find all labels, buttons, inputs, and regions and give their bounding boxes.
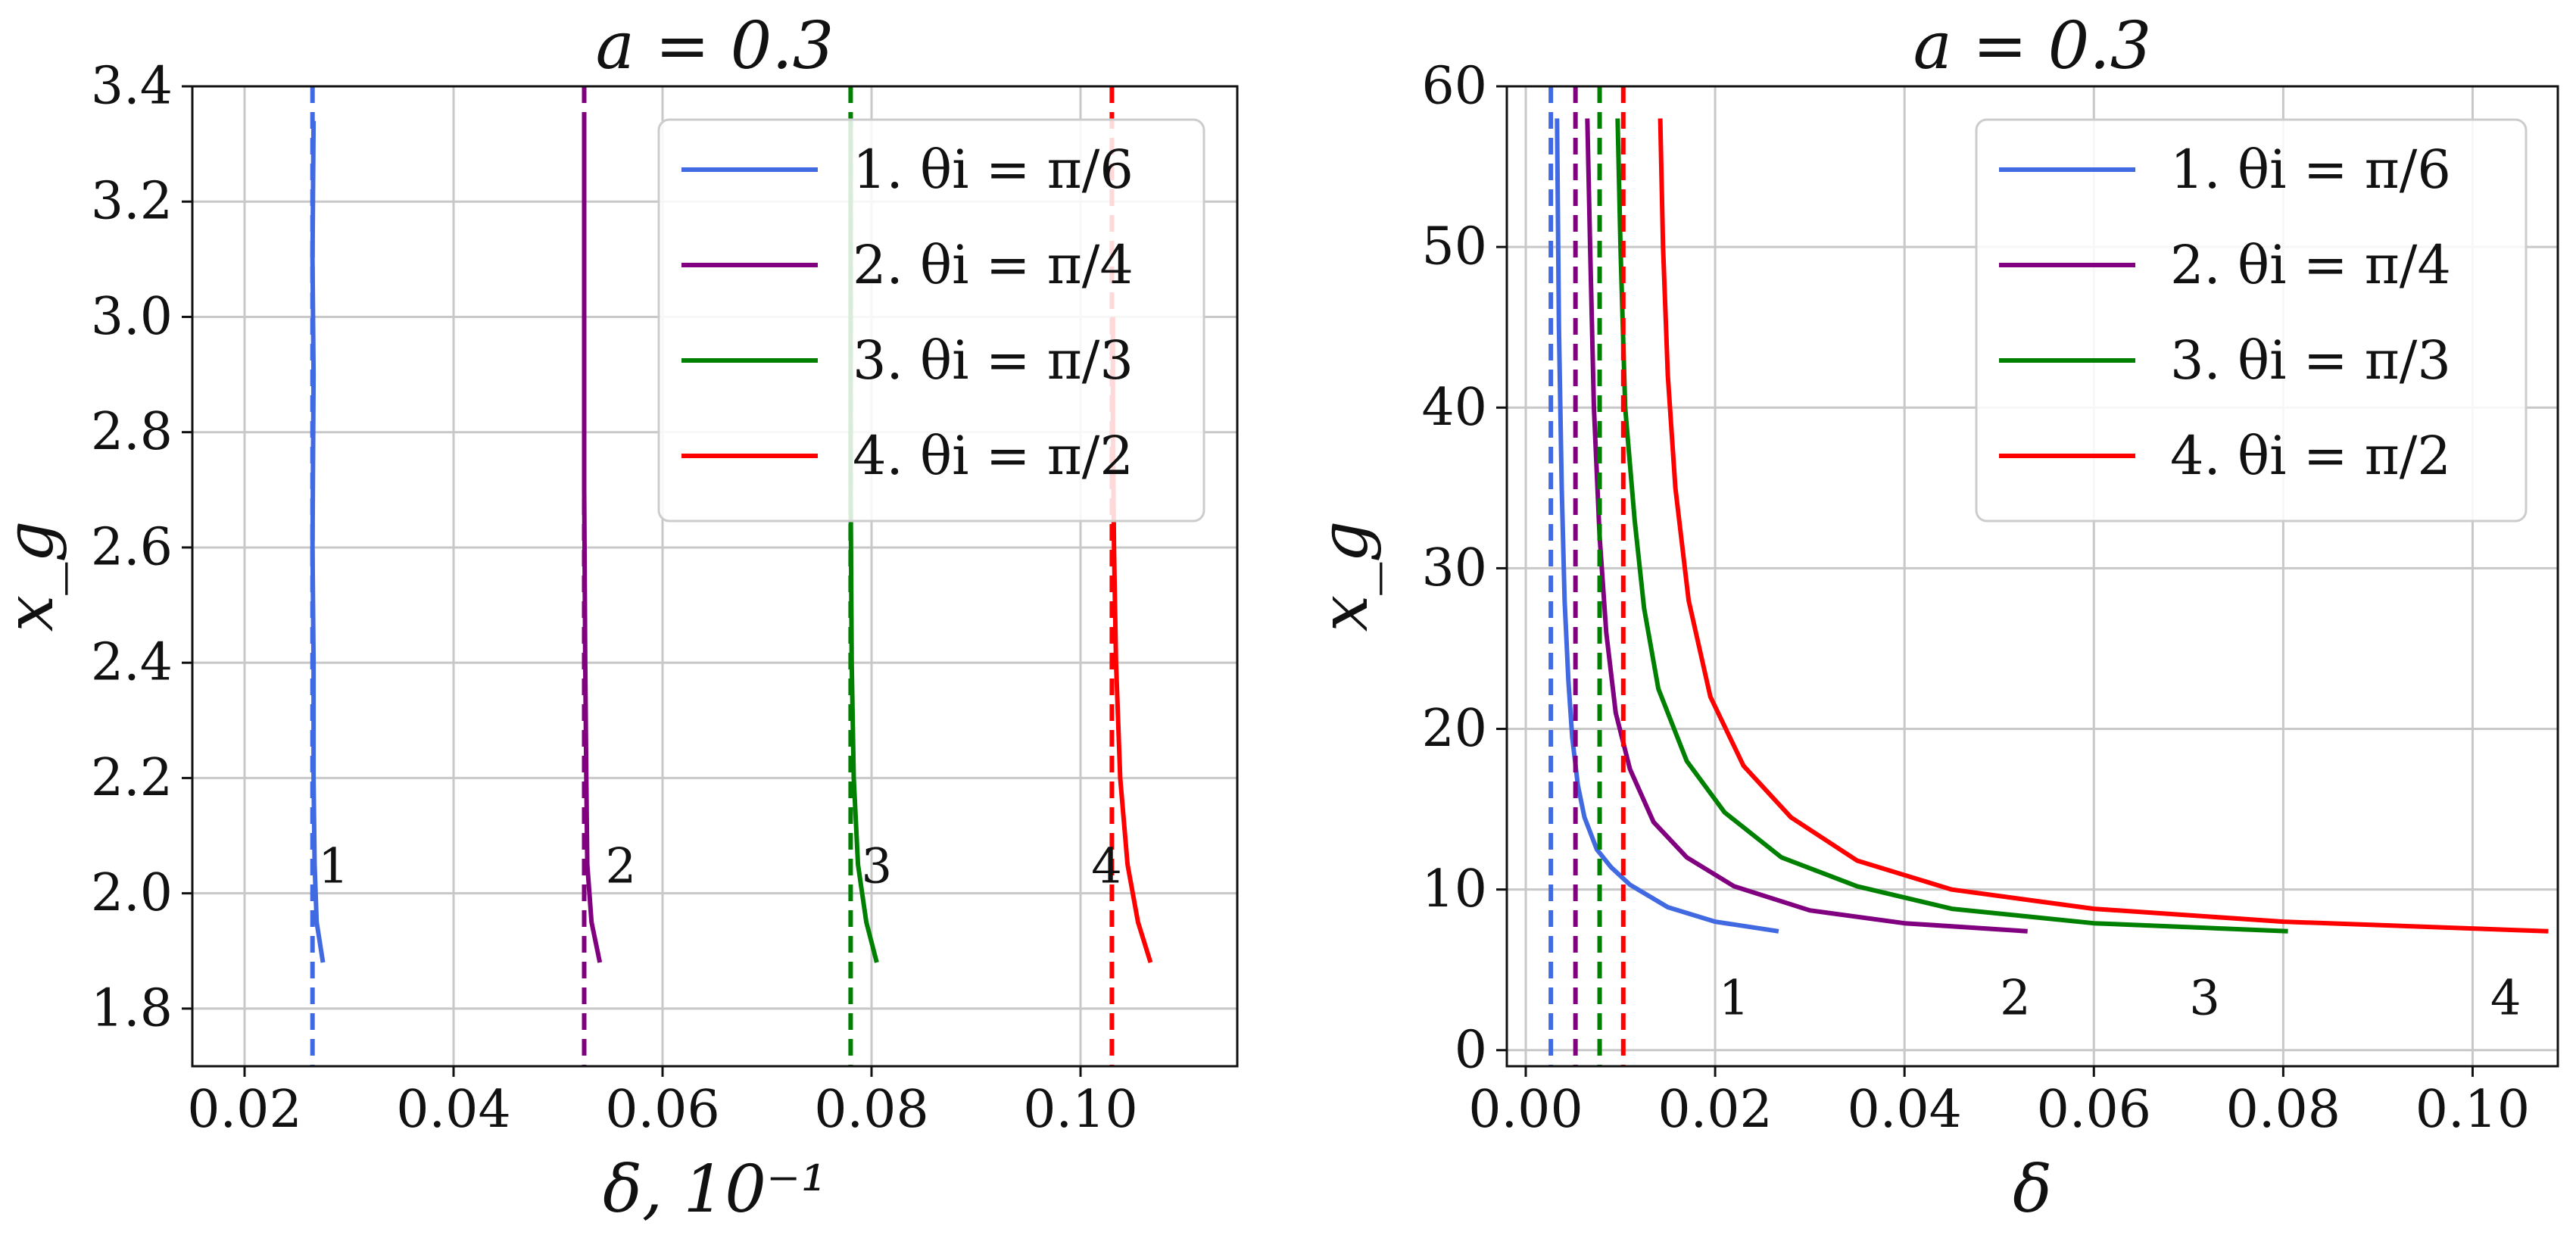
x-axis-label: δ <box>2013 1152 2052 1228</box>
y-tick-label: 30 <box>1421 538 1487 598</box>
plot-frame <box>191 85 1239 1068</box>
series-line-2 <box>582 120 603 963</box>
x-tick-label: 0.10 <box>1023 1080 1137 1140</box>
curve-label-3: 3 <box>2189 971 2220 1027</box>
y-tick-label: 2.2 <box>91 748 173 808</box>
y-tick-label: 2.8 <box>91 402 173 462</box>
x-tick-label: 0.06 <box>605 1080 719 1140</box>
y-tick-label: 2.4 <box>91 633 173 693</box>
legend-box <box>1975 118 2528 523</box>
x-tick-label: 0.08 <box>814 1080 928 1140</box>
y-tick-label: 2.6 <box>91 517 173 577</box>
legend-label-1: 1. θi = π/6 <box>2170 139 2451 201</box>
x-tick-label: 0.06 <box>2037 1080 2151 1140</box>
curve-label-2: 2 <box>605 839 636 895</box>
x-tick-label: 0.10 <box>2415 1080 2530 1140</box>
plot-area <box>1548 86 2549 1066</box>
curve-label-1: 1 <box>1719 971 1750 1027</box>
series-line-2 <box>1585 118 2028 934</box>
y-tick-label: 40 <box>1421 378 1487 438</box>
y-tick-label: 3.2 <box>91 172 173 232</box>
curve-label-4: 4 <box>1091 839 1122 895</box>
y-tick-label: 20 <box>1421 699 1487 759</box>
legend-label-3: 3. θi = π/3 <box>853 329 1134 392</box>
y-tick-label: 0 <box>1455 1020 1487 1080</box>
legend: 1. θi = π/6 2. θi = π/4 3. θi = π/3 4. θi =… <box>1975 118 2528 523</box>
x-tick-label: 0.00 <box>1468 1080 1583 1140</box>
legend-label-1: 1. θi = π/6 <box>853 139 1134 201</box>
chart-title: a = 0.3 <box>596 8 834 84</box>
legend-label-2: 2. θi = π/4 <box>853 234 1134 296</box>
y-axis-label: x_g <box>0 521 68 632</box>
curve-label-4: 4 <box>2490 971 2521 1027</box>
legend-label-2: 2. θi = π/4 <box>2170 234 2451 296</box>
legend-label-4: 4. θi = π/2 <box>853 425 1134 487</box>
right-panel: 1 2 3 4 0.00 0.02 0.04 0.06 0.08 0.10 0 10 20 30 40 50 6… <box>1307 8 2559 1228</box>
x-tick-label: 0.08 <box>2226 1080 2341 1140</box>
series-line-4 <box>1658 118 2549 934</box>
legend-label-3: 3. θi = π/3 <box>2170 329 2451 392</box>
x-tick-label: 0.04 <box>396 1080 510 1140</box>
chart-title: a = 0.3 <box>1913 8 2152 84</box>
series-line-1 <box>310 120 326 963</box>
curve-label-3: 3 <box>862 839 893 895</box>
x-axis-label: δ, 10⁻¹ <box>603 1152 827 1228</box>
y-tick-label: 50 <box>1421 217 1487 277</box>
legend: 1. θi = π/6 2. θi = π/4 3. θi = π/3 4. θi =… <box>657 118 1205 523</box>
curve-label-2: 2 <box>2000 971 2031 1027</box>
y-tick-label: 60 <box>1421 57 1487 117</box>
y-tick-label: 2.0 <box>91 863 173 923</box>
plot-frame <box>1505 85 2559 1068</box>
x-tick-label: 0.02 <box>1658 1080 1772 1140</box>
curve-label-1: 1 <box>318 839 349 895</box>
x-tick-label: 0.04 <box>1847 1080 1961 1140</box>
y-tick-label: 10 <box>1421 859 1487 919</box>
left-panel: 1 2 3 4 0.02 0.04 0.06 0.08 0.10 1.8 2.0 2.2 2.4 2.6 2… <box>0 8 1239 1228</box>
y-tick-label: 3.0 <box>91 287 173 347</box>
y-tick-label: 3.4 <box>91 57 173 117</box>
legend-box <box>657 118 1205 523</box>
y-axis-label: x_g <box>1307 521 1383 632</box>
x-tick-label: 0.02 <box>187 1080 301 1140</box>
y-tick-label: 1.8 <box>91 978 173 1038</box>
legend-label-4: 4. θi = π/2 <box>2170 425 2451 487</box>
series-line-1 <box>1555 118 1779 934</box>
